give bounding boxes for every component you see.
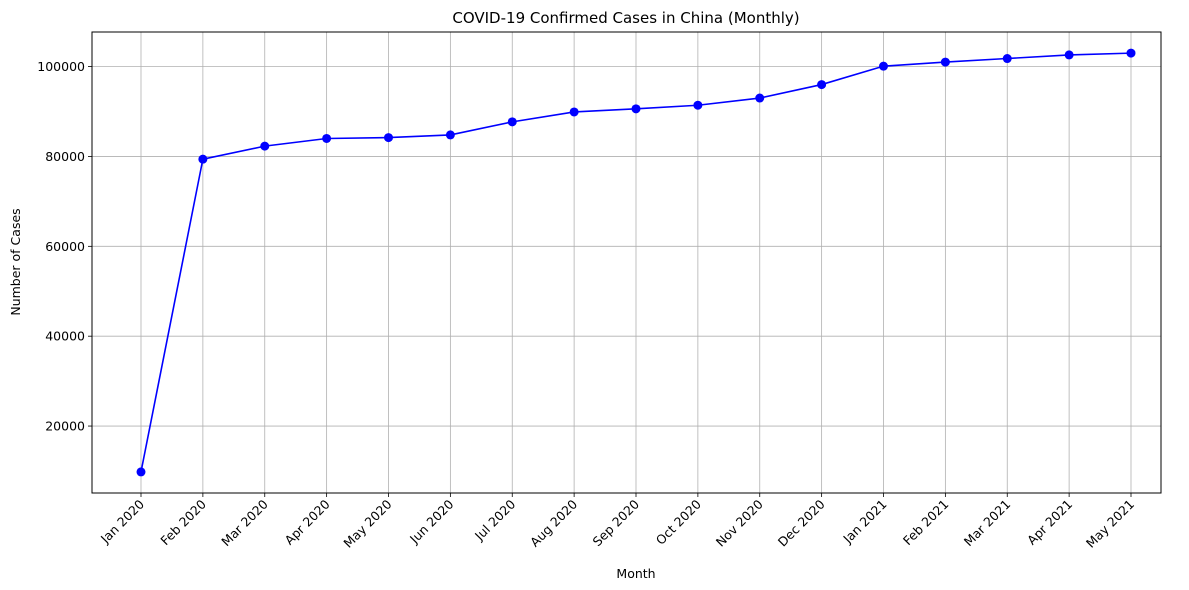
series-layer [136,48,1136,477]
y-axis-ticks: 20000 40000 60000 80000 100000 [37,59,92,434]
x-tick-label: Feb 2021 [900,497,952,549]
data-point [1126,48,1136,58]
x-tick-label: Mar 2020 [218,496,271,549]
x-tick-label: Oct 2020 [653,496,704,547]
x-tick-label: Jun 2020 [406,496,456,546]
x-tick-label: Jan 2021 [839,497,889,547]
data-point [693,100,703,110]
data-point [817,80,827,90]
data-point [569,107,579,117]
data-point [507,117,517,127]
x-tick-label: Nov 2020 [713,496,766,549]
chart-title: COVID-19 Confirmed Cases in China (Month… [452,9,799,27]
x-axis-ticks: Jan 2020 Feb 2020 Mar 2020 Apr 2020 May 2020… [97,493,1137,551]
x-tick-label: Aug 2020 [527,496,580,549]
y-tick-label: 100000 [37,59,85,74]
data-point [384,133,393,143]
data-point [198,154,208,164]
data-point [755,93,765,103]
x-tick-label: Mar 2021 [961,497,1014,550]
data-point [879,61,888,71]
x-tick-label: Dec 2020 [775,496,828,549]
grid [92,32,1161,493]
x-tick-label: Apr 2020 [282,496,333,547]
y-axis-label: Number of Cases [8,208,23,315]
x-tick-label: May 2020 [340,496,394,550]
y-tick-label: 60000 [45,239,85,254]
x-tick-label: Apr 2021 [1024,497,1075,548]
x-tick-label: May 2021 [1083,497,1137,551]
x-tick-label: Sep 2020 [590,496,643,549]
y-tick-label: 80000 [45,149,85,164]
x-tick-label: Jan 2020 [97,496,147,546]
data-point [445,130,455,140]
x-tick-label: Feb 2020 [157,496,209,548]
data-point [940,57,950,67]
plot-area-frame [91,31,1162,494]
data-point [260,141,270,151]
data-point [322,133,332,143]
x-axis-label: Month [616,566,655,581]
data-point [1064,50,1074,60]
data-point [1002,54,1012,64]
y-tick-label: 20000 [45,419,85,434]
x-tick-label: Jul 2020 [471,496,518,543]
y-tick-label: 40000 [45,329,85,344]
data-point [631,104,641,114]
data-point [136,467,146,477]
